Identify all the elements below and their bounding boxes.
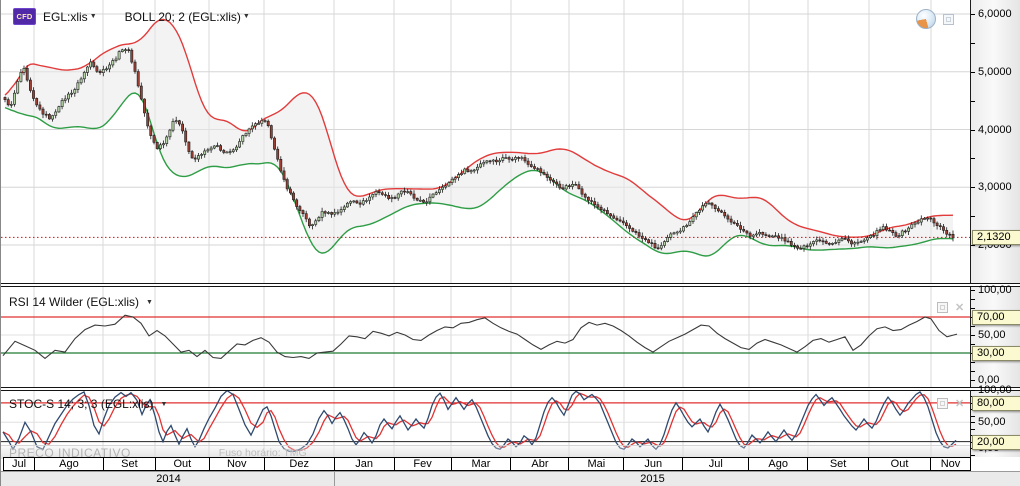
axis-label: 100,00 <box>978 284 1012 296</box>
time-axis-years: 2014 2015 <box>1 471 1020 486</box>
instrument-selector[interactable]: EGL:xlis ▼ <box>43 10 97 24</box>
axis-border-line <box>970 0 971 457</box>
axis-tick <box>971 299 975 300</box>
overlay-selector[interactable]: BOLL 20; 2 (EGL:xlis) ▼ <box>125 10 250 24</box>
clock-globe-icon[interactable] <box>916 9 936 29</box>
chevron-down-icon: ▼ <box>242 13 250 20</box>
main-panel-icons <box>916 9 954 29</box>
month-label: Jul <box>683 458 750 470</box>
stoch-indicator-selector[interactable]: STOC-S 14; 3; 3 (EGL:xlis) ▼ <box>9 397 167 411</box>
chevron-down-icon: ▼ <box>89 13 97 20</box>
rsi-label: RSI 14 Wilder (EGL:xlis) <box>9 295 140 309</box>
axis-label: 4,0000 <box>978 124 1012 136</box>
axis-label: 6,0000 <box>978 8 1012 20</box>
cfd-badge: CFD <box>13 8 36 25</box>
restore-panel-icon[interactable] <box>943 13 954 25</box>
month-label: Mai <box>569 458 625 470</box>
month-label: Jul <box>4 458 35 470</box>
axis-label: 50,00 <box>978 329 1006 341</box>
month-label: Out <box>156 458 210 470</box>
chart-toolbar: CFD EGL:xlis ▼ BOLL 20; 2 (EGL:xlis) ▼ <box>13 8 250 25</box>
axis-tick <box>971 72 975 73</box>
axis-tick <box>971 371 975 372</box>
month-label: Nov <box>210 458 265 470</box>
chevron-down-icon: ▼ <box>146 298 153 306</box>
axis-tick <box>971 187 975 188</box>
stoch-panel-icons: ✕ <box>937 398 964 409</box>
rsi-indicator-selector[interactable]: RSI 14 Wilder (EGL:xlis) ▼ <box>9 295 153 309</box>
axis-tick <box>971 455 975 456</box>
timezone-label: Fuso horário: TMG <box>218 446 307 459</box>
axis-tick <box>971 422 975 423</box>
month-label: Set <box>104 458 156 470</box>
axis-tick <box>971 416 975 417</box>
month-label: Out <box>869 458 932 470</box>
level-tag: 70,00 <box>972 310 1020 325</box>
month-label: Mar <box>452 458 512 470</box>
month-label: Dez <box>265 458 335 470</box>
close-icon[interactable]: ✕ <box>955 397 965 410</box>
axis-tick <box>971 390 975 391</box>
axis-label: 100,00 <box>978 384 1012 396</box>
level-tag: 20,00 <box>972 435 1020 450</box>
rsi-panel-icons: ✕ <box>937 302 964 313</box>
month-label: Abr <box>511 458 570 470</box>
rsi-chart-canvas[interactable] <box>1 287 971 387</box>
panel-separator[interactable] <box>1 283 1020 287</box>
axis-tick <box>971 308 975 309</box>
axis-tick <box>971 326 975 327</box>
axis-label: 3,0000 <box>978 181 1012 193</box>
last-price-tag: 2,1320 <box>972 230 1020 245</box>
month-label: Ago <box>749 458 809 470</box>
watermark-bar: PREÇO INDICATIVO Fuso horário: TMG <box>1 445 971 460</box>
level-tag: 30,00 <box>972 346 1020 361</box>
month-label: Nov <box>931 458 971 470</box>
axis-tick <box>971 216 975 217</box>
axis-tick <box>971 14 975 15</box>
axis-tick <box>971 429 975 430</box>
axis-tick <box>971 43 975 44</box>
axis-label: 50,00 <box>978 416 1006 428</box>
overlay-label: BOLL 20; 2 (EGL:xlis) <box>124 9 241 24</box>
axis-label: 0,00 <box>978 374 1000 386</box>
year-divider <box>334 472 335 486</box>
time-axis-months[interactable]: Jul Ago Set Out Nov Dez Jan Fev Mar Abr Mai Jun Jul A… <box>3 457 971 471</box>
restore-panel-icon[interactable] <box>937 398 948 409</box>
axis-label: 5,0000 <box>978 66 1012 78</box>
axis-tick <box>971 344 975 345</box>
axis-tick <box>971 158 975 159</box>
close-icon[interactable]: ✕ <box>955 301 965 314</box>
axis-tick <box>971 380 975 381</box>
month-label: Jun <box>624 458 684 470</box>
restore-panel-icon[interactable] <box>937 302 948 313</box>
stoch-label: STOC-S 14; 3; 3 (EGL:xlis) <box>9 397 154 411</box>
axis-tick <box>971 130 975 131</box>
axis-tick <box>971 245 975 246</box>
panel-separator[interactable] <box>1 387 1020 391</box>
axis-tick <box>971 290 975 291</box>
month-label: Fev <box>395 458 452 470</box>
price-chart-canvas[interactable] <box>1 0 971 283</box>
year-label: 2015 <box>640 473 665 485</box>
indicative-price-watermark: PREÇO INDICATIVO <box>9 445 131 460</box>
level-tag: 80,00 <box>972 396 1020 411</box>
axis-tick <box>971 335 975 336</box>
axis-tick <box>971 362 975 363</box>
axis-tick <box>971 101 975 102</box>
instrument-label: EGL:xlis <box>43 9 88 24</box>
month-label: Jan <box>335 458 395 470</box>
chevron-down-icon: ▼ <box>160 400 168 408</box>
price-axis-strip <box>971 0 1020 457</box>
month-label: Set <box>808 458 870 470</box>
year-label: 2014 <box>156 473 181 485</box>
month-label: Ago <box>35 458 104 470</box>
